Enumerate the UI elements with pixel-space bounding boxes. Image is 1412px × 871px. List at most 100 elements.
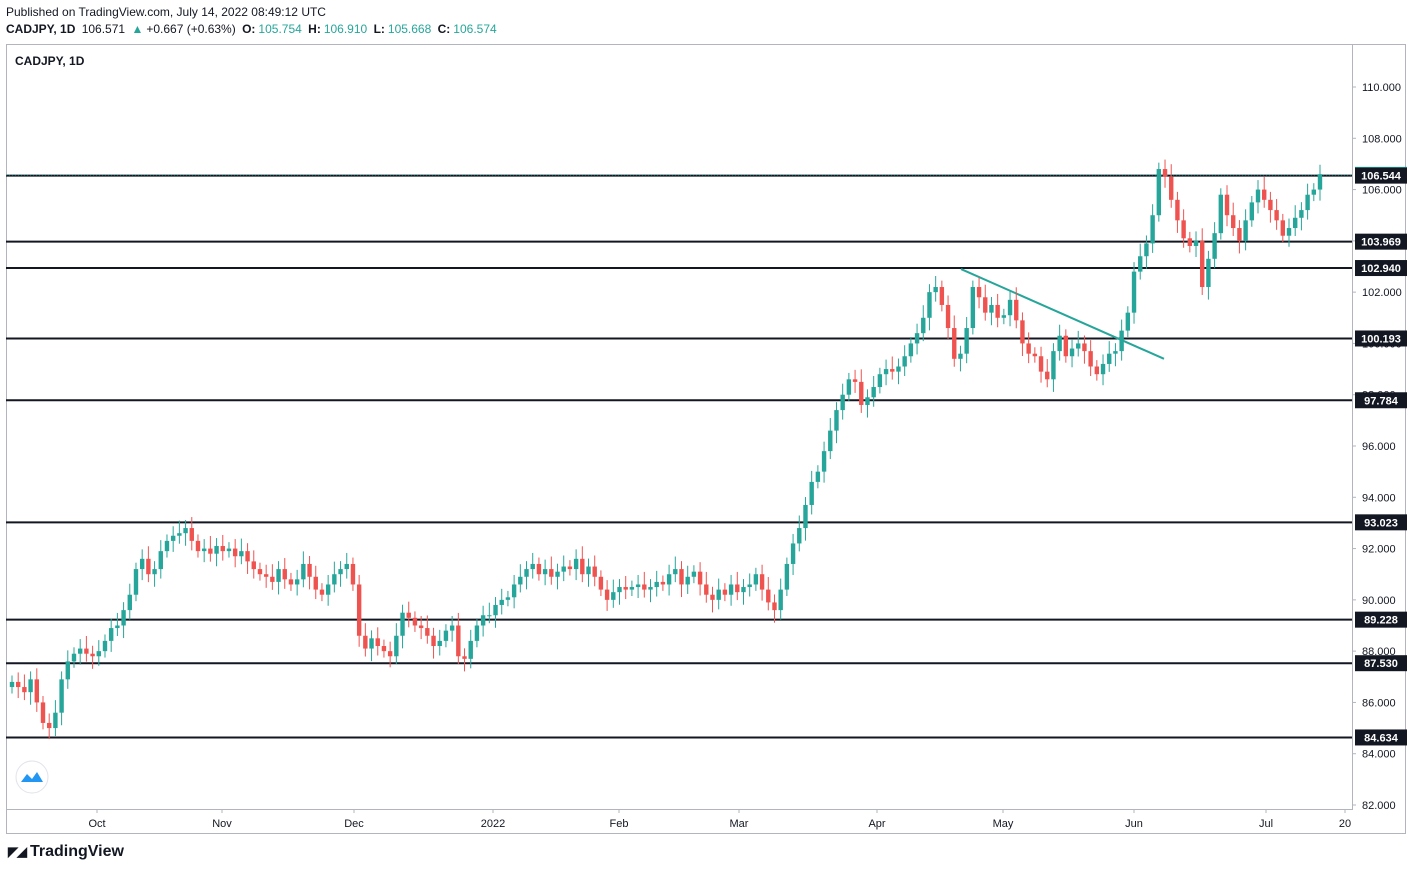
candle-up — [108, 628, 114, 641]
candle-down — [598, 576, 604, 590]
candle-up — [332, 574, 337, 585]
candle-up — [1305, 194, 1310, 211]
candle-down — [245, 551, 250, 562]
level-label: 84.634 — [1364, 732, 1399, 744]
candle-up — [1100, 363, 1106, 375]
candle-up — [1076, 343, 1081, 349]
candle-down — [1231, 215, 1236, 229]
candle-up — [542, 569, 548, 575]
candle-down — [46, 722, 52, 729]
candle-down — [1224, 194, 1230, 216]
candle-down — [1020, 320, 1025, 344]
candle-up — [803, 504, 808, 529]
candle-up — [127, 594, 132, 611]
candle-down — [412, 617, 418, 626]
candle-down — [1274, 210, 1279, 221]
candle-up — [524, 569, 529, 577]
candle-up — [170, 535, 176, 541]
candle-down — [208, 548, 213, 554]
candle-down — [270, 576, 275, 582]
candle-up — [65, 661, 70, 680]
candle-up — [958, 353, 963, 359]
candle-up — [499, 599, 504, 605]
low-label: L: — [373, 22, 385, 36]
time-axis-ticks: Oct Nov Dec 2022 Feb Mar Apr May Jun Jul 20 — [88, 809, 1351, 830]
trendline — [960, 268, 1165, 360]
candle-up — [276, 569, 281, 582]
price-tick-label: 106.000 — [1362, 185, 1402, 197]
candle-down — [772, 602, 777, 611]
candle-down — [1026, 343, 1031, 354]
candle-down — [697, 571, 703, 585]
candle-down — [710, 594, 715, 600]
candle-down — [1181, 220, 1186, 239]
candle-up — [871, 387, 876, 398]
candle-up — [480, 615, 486, 626]
time-tick-label: Nov — [212, 818, 232, 830]
candle-up — [1125, 312, 1131, 331]
candle-down — [350, 563, 356, 585]
candle-down — [282, 569, 287, 580]
candle-up — [921, 317, 926, 334]
candle-up — [611, 592, 616, 600]
time-tick-label: Feb — [610, 818, 629, 830]
price-tick-label: 108.000 — [1362, 133, 1402, 145]
candle-up — [59, 679, 64, 713]
candle-up — [1317, 174, 1323, 190]
candle-up — [177, 533, 182, 536]
price-tick-label: 92.000 — [1362, 544, 1396, 556]
time-tick-label: May — [993, 818, 1014, 830]
change-value: +0.667 (+0.63%) — [146, 22, 236, 36]
candle-up — [896, 366, 901, 372]
candle-up — [1299, 210, 1304, 218]
candle-up — [1107, 353, 1112, 364]
candle-down — [1038, 356, 1044, 372]
candle-down — [759, 574, 765, 590]
candle-down — [945, 304, 951, 329]
candle-down — [34, 679, 39, 703]
candle-down — [536, 563, 542, 575]
candle-up — [1131, 271, 1137, 313]
time-tick-label: 2022 — [481, 818, 505, 830]
candle-up — [834, 410, 839, 431]
candle-down — [1082, 343, 1087, 352]
candle-up — [1206, 258, 1211, 288]
candle-up — [654, 581, 659, 588]
candle-up — [883, 369, 889, 375]
candle-up — [673, 569, 678, 575]
close-label: C: — [437, 22, 451, 36]
candle-up — [511, 584, 517, 598]
candle-down — [307, 563, 312, 577]
level-label: 106.544 — [1361, 171, 1402, 183]
footer-brand[interactable]: ◤◢ TradingView — [8, 843, 124, 861]
price-tick-label: 110.000 — [1362, 82, 1401, 94]
candle-up — [28, 679, 33, 693]
candle-up — [666, 574, 672, 585]
candle-up — [1193, 240, 1199, 246]
candle-down — [387, 651, 393, 657]
candle-down — [288, 579, 294, 585]
candle-up — [338, 569, 343, 575]
candle-up — [1069, 348, 1075, 357]
candle-up — [152, 569, 157, 575]
price-tick-label: 90.000 — [1362, 595, 1396, 607]
time-tick-label: Apr — [868, 818, 885, 830]
candle-down — [1237, 228, 1242, 241]
candle-up — [964, 328, 969, 354]
candle-up — [474, 625, 480, 641]
level-label: 100.193 — [1361, 333, 1401, 345]
candle-up — [573, 558, 579, 570]
candle-up — [102, 640, 108, 652]
candle-down — [952, 328, 957, 359]
candle-up — [555, 571, 560, 577]
candle-down — [1094, 366, 1100, 375]
candle-up — [815, 471, 821, 482]
candle-up — [121, 610, 126, 626]
candle-down — [704, 584, 709, 595]
open-value: 105.754 — [258, 22, 302, 36]
tradingview-watermark-icon[interactable] — [15, 760, 49, 794]
candle-down — [939, 287, 945, 305]
up-arrow-icon: ▲ — [131, 22, 144, 36]
candle-up — [1001, 315, 1007, 318]
